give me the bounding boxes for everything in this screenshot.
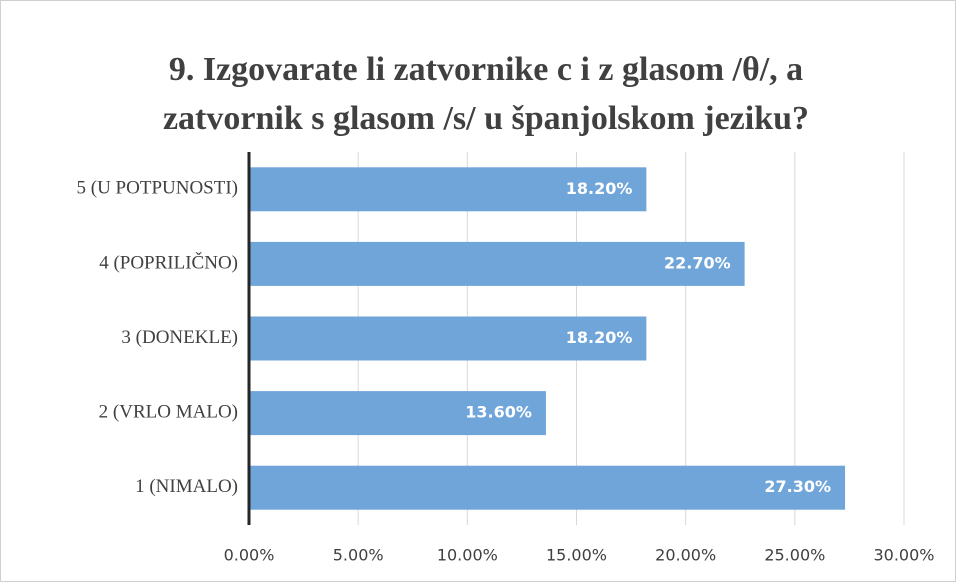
x-tick-label: 30.00%	[873, 546, 934, 565]
x-tick-label: 20.00%	[655, 546, 716, 565]
bar	[249, 465, 846, 510]
chart-title: zatvornik s glasom /s/ u španjolskom jez…	[163, 100, 809, 137]
x-tick-label: 0.00%	[224, 546, 275, 565]
value-label: 18.20%	[566, 328, 633, 347]
x-tick-label: 25.00%	[764, 546, 825, 565]
bar	[249, 241, 745, 286]
y-tick-label: 3 (DONEKLE)	[121, 327, 238, 348]
y-tick-label: 1 (NIMALO)	[135, 476, 238, 497]
y-tick-label: 2 (VRLO MALO)	[99, 401, 238, 422]
bar	[249, 391, 546, 436]
value-label: 27.30%	[764, 477, 831, 496]
value-label: 22.70%	[664, 253, 731, 272]
x-tick-label: 10.00%	[437, 546, 498, 565]
x-tick-label: 15.00%	[546, 546, 607, 565]
value-label: 13.60%	[465, 403, 532, 422]
x-tick-label: 5.00%	[333, 546, 384, 565]
chart-title: 9. Izgovarate li zatvornike c i z glasom…	[169, 51, 803, 88]
bar	[249, 167, 647, 212]
y-tick-label: 4 (POPRILIČNO)	[99, 251, 238, 273]
y-tick-label: 5 (U POTPUNOSTI)	[77, 178, 239, 199]
bar	[249, 316, 647, 361]
value-label: 18.20%	[566, 179, 633, 198]
